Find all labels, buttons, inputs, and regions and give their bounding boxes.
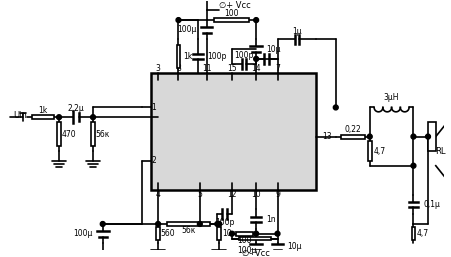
Text: 1μ: 1μ: [292, 27, 302, 36]
Text: 100p: 100p: [215, 217, 234, 226]
Text: 7: 7: [275, 64, 280, 73]
Text: 56κ: 56κ: [96, 130, 110, 139]
Bar: [239, 237, 271, 241]
Text: 100μ: 100μ: [178, 25, 197, 34]
Text: 4: 4: [156, 190, 161, 199]
Text: 100p: 100p: [235, 51, 254, 60]
Text: RL: RL: [435, 147, 446, 156]
Circle shape: [411, 134, 416, 139]
Text: 4,7: 4,7: [373, 147, 386, 156]
Text: 100μ: 100μ: [74, 229, 93, 238]
Bar: [167, 222, 210, 226]
Text: 56κ: 56κ: [182, 226, 196, 235]
Text: 14: 14: [251, 64, 261, 73]
Text: 100p: 100p: [207, 52, 227, 61]
Bar: [411, 227, 415, 241]
Circle shape: [57, 115, 61, 120]
Circle shape: [215, 222, 220, 226]
Bar: [235, 232, 253, 236]
Text: Uin: Uin: [14, 111, 27, 120]
Text: 100: 100: [237, 236, 251, 245]
Text: 11: 11: [202, 64, 212, 73]
Bar: [214, 18, 249, 22]
Circle shape: [91, 115, 96, 120]
Circle shape: [411, 163, 416, 168]
Circle shape: [198, 222, 202, 226]
Bar: [428, 122, 436, 151]
Text: 3: 3: [156, 64, 161, 73]
Circle shape: [254, 57, 258, 61]
Text: 10κ: 10κ: [222, 229, 236, 238]
Circle shape: [156, 222, 161, 226]
Text: 4,7: 4,7: [417, 229, 429, 238]
Circle shape: [426, 134, 430, 139]
Text: 10: 10: [251, 190, 261, 199]
Text: 100: 100: [224, 9, 239, 18]
Text: 9: 9: [275, 190, 280, 199]
Text: ∅+ Vcc: ∅+ Vcc: [219, 1, 251, 10]
Text: 15: 15: [227, 64, 237, 73]
Text: 100μ: 100μ: [237, 246, 256, 255]
Bar: [156, 227, 160, 241]
Circle shape: [176, 18, 181, 23]
Bar: [151, 74, 316, 190]
Circle shape: [367, 134, 372, 139]
Circle shape: [254, 231, 258, 236]
Text: ∅- Vcc: ∅- Vcc: [242, 249, 270, 257]
Bar: [217, 227, 221, 241]
Text: 0,1μ: 0,1μ: [423, 200, 440, 209]
Bar: [368, 141, 372, 161]
Text: 1n: 1n: [266, 215, 276, 224]
Bar: [32, 115, 54, 119]
Text: 470: 470: [61, 130, 76, 139]
Text: 13: 13: [322, 132, 332, 141]
Bar: [91, 122, 95, 146]
Text: 1k: 1k: [184, 52, 193, 61]
Circle shape: [254, 18, 258, 23]
Circle shape: [333, 105, 338, 110]
Bar: [57, 122, 61, 146]
Text: 10μ: 10μ: [266, 45, 281, 54]
Bar: [176, 44, 180, 68]
Text: 10μ: 10μ: [287, 242, 302, 251]
Text: 1k: 1k: [38, 106, 48, 115]
Circle shape: [230, 231, 235, 236]
Bar: [341, 135, 365, 139]
Text: 8: 8: [176, 64, 181, 73]
Text: 2: 2: [152, 156, 156, 165]
Text: 12: 12: [227, 190, 237, 199]
Text: 2,2μ: 2,2μ: [68, 104, 84, 113]
Text: 3μH: 3μH: [384, 93, 399, 102]
Text: 0,22: 0,22: [345, 125, 361, 134]
Text: 1: 1: [152, 103, 156, 112]
Text: 5: 5: [198, 190, 202, 199]
Circle shape: [217, 222, 222, 226]
Circle shape: [100, 222, 105, 226]
Circle shape: [275, 231, 280, 236]
Text: 560: 560: [161, 229, 175, 238]
